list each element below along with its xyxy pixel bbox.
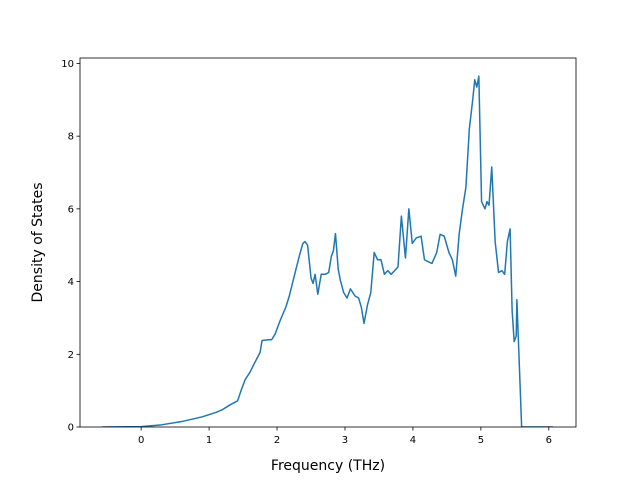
x-tick-label: 0 [138, 435, 144, 446]
x-tick-label: 4 [410, 435, 416, 446]
y-tick-label: 6 [68, 204, 74, 215]
x-tick-label: 5 [478, 435, 484, 446]
dos-series-line [102, 75, 553, 427]
y-tick-label: 2 [68, 350, 74, 361]
x-axis-ticks: 0 1 2 3 4 5 6 [138, 427, 552, 446]
y-tick-label: 4 [68, 277, 74, 288]
axes-frame [79, 57, 577, 428]
y-tick-label: 8 [68, 132, 74, 143]
y-axis-label: Density of States [30, 183, 46, 303]
y-tick-label: 0 [68, 423, 74, 434]
x-axis-label: Frequency (THz) [271, 458, 385, 474]
x-tick-label: 1 [206, 435, 212, 446]
plot-area [102, 75, 553, 427]
x-tick-label: 6 [546, 435, 552, 446]
x-tick-label: 2 [274, 435, 280, 446]
x-tick-label: 3 [342, 435, 348, 446]
y-axis-ticks: 0 2 4 6 8 10 [61, 59, 80, 434]
y-tick-label: 10 [61, 59, 74, 70]
